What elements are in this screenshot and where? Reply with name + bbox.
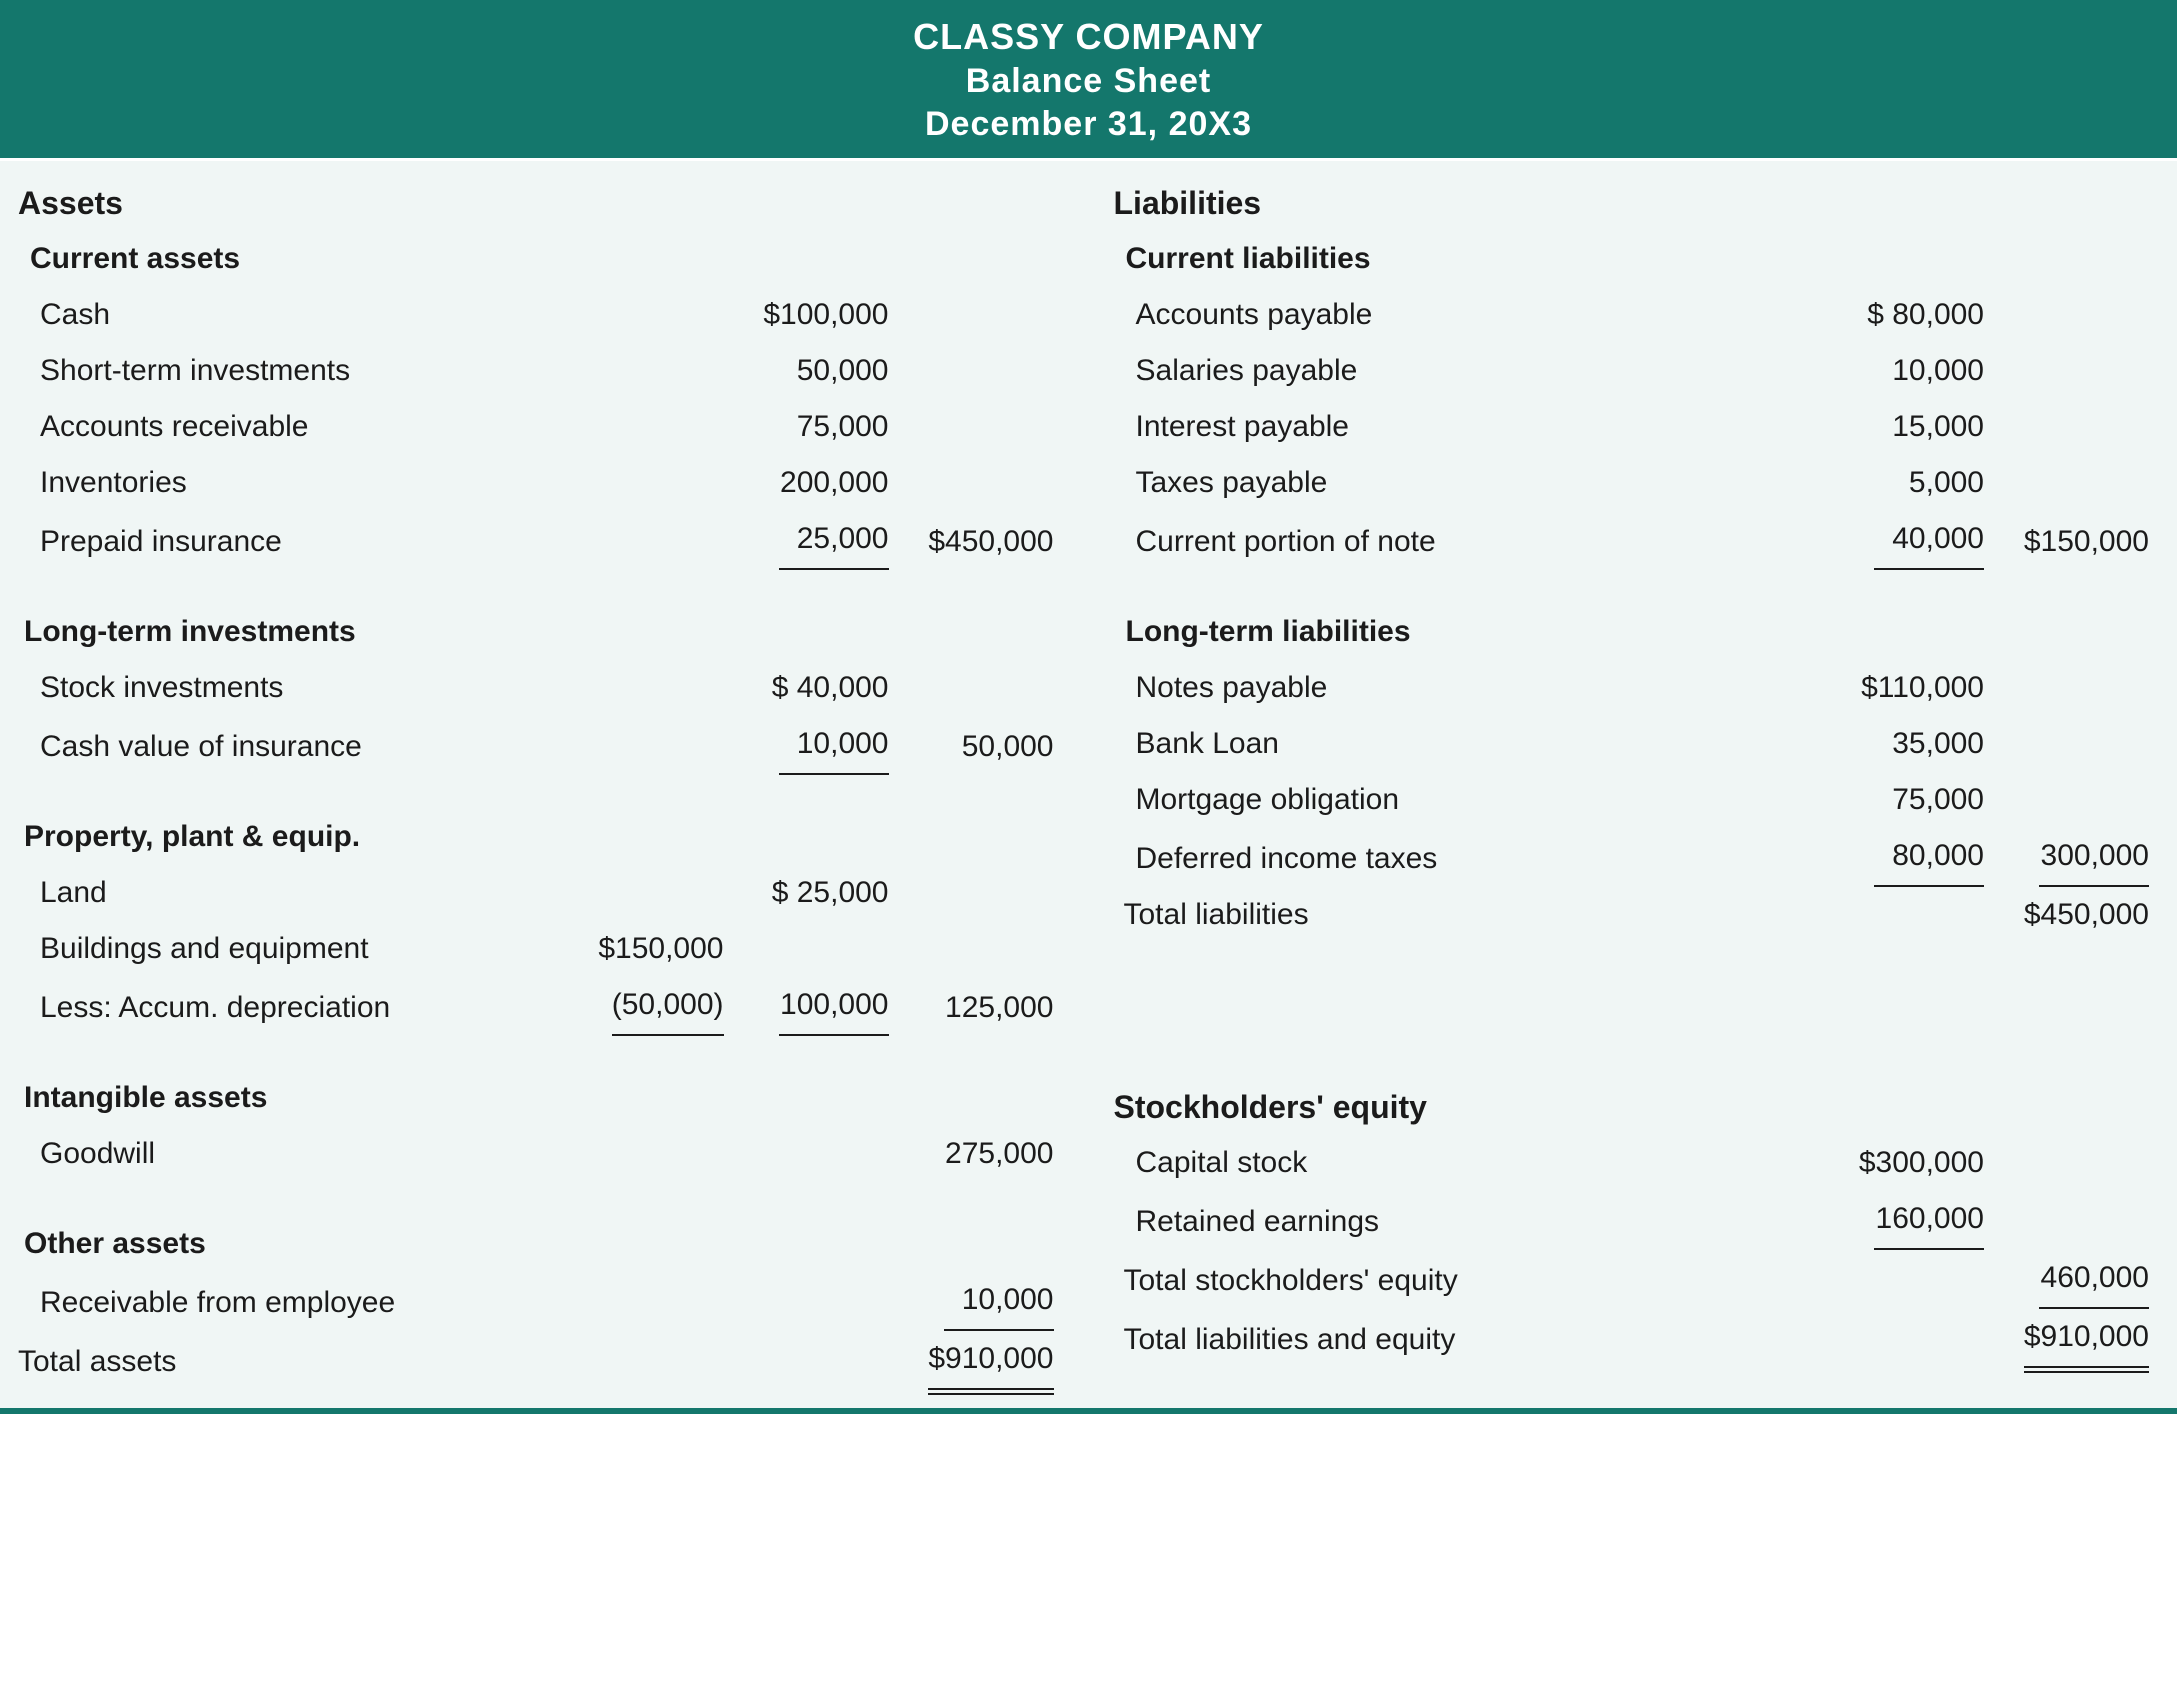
ppe-net: 100,000 <box>779 977 889 1036</box>
ar-label: Accounts receivable <box>18 399 559 455</box>
notes-pay-amount: $110,000 <box>1819 660 1984 716</box>
lti-heading: Long-term investments <box>18 604 559 660</box>
goodwill-label: Goodwill <box>18 1126 559 1182</box>
assets-heading: Assets <box>18 175 559 231</box>
tax-amount: 5,000 <box>1819 455 1984 511</box>
company-name: CLASSY COMPANY <box>0 16 2177 58</box>
dit-amount: 80,000 <box>1874 828 1984 887</box>
cvi-label: Cash value of insurance <box>18 719 559 775</box>
total-liab-label: Total liabilities <box>1114 887 1820 943</box>
prepaid-label: Prepaid insurance <box>18 514 559 570</box>
sal-amount: 10,000 <box>1819 343 1984 399</box>
land-amount: $ 25,000 <box>724 865 889 921</box>
total-liab-equity-amount: $910,000 <box>2024 1309 2149 1368</box>
recv-emp-label: Receivable from employee <box>18 1275 559 1331</box>
total-liab-equity-label: Total liabilities and equity <box>1114 1312 1820 1368</box>
dit-label: Deferred income taxes <box>1114 831 1820 887</box>
ap-label: Accounts payable <box>1114 287 1820 343</box>
total-assets-amount: $910,000 <box>928 1331 1053 1390</box>
prepaid-amount: 25,000 <box>779 511 889 570</box>
accum-amount: (50,000) <box>612 977 724 1036</box>
notes-pay-label: Notes payable <box>1114 660 1820 716</box>
goodwill-amount: 275,000 <box>889 1126 1054 1182</box>
bldg-amount: $150,000 <box>559 921 724 977</box>
lt-liab-heading: Long-term liabilities <box>1114 604 1820 660</box>
current-assets-subtotal: $450,000 <box>889 514 1054 570</box>
inv-label: Inventories <box>18 455 559 511</box>
report-date: December 31, 20X3 <box>0 105 2177 144</box>
equity-heading: Stockholders' equity <box>1114 1079 1820 1135</box>
re-label: Retained earnings <box>1114 1194 1820 1250</box>
current-liab-subtotal: $150,000 <box>1984 514 2149 570</box>
assets-column: Assets Current assets Cash $100,000 Shor… <box>18 175 1084 1390</box>
ar-amount: 75,000 <box>724 399 889 455</box>
ppe-subtotal: 125,000 <box>889 980 1054 1036</box>
int-label: Interest payable <box>1114 399 1820 455</box>
accum-label: Less: Accum. depreciation <box>18 980 559 1036</box>
balance-sheet: CLASSY COMPANY Balance Sheet December 31… <box>0 0 2177 1414</box>
stock-inv-label: Stock investments <box>18 660 559 716</box>
ap-amount: $ 80,000 <box>1819 287 1984 343</box>
sti-label: Short-term investments <box>18 343 559 399</box>
body: Assets Current assets Cash $100,000 Shor… <box>0 161 2177 1408</box>
header: CLASSY COMPANY Balance Sheet December 31… <box>0 0 2177 161</box>
re-amount: 160,000 <box>1874 1191 1984 1250</box>
liabilities-heading: Liabilities <box>1114 175 1820 231</box>
intangible-heading: Intangible assets <box>18 1070 559 1126</box>
mortgage-label: Mortgage obligation <box>1114 772 1820 828</box>
current-assets-heading: Current assets <box>18 231 559 287</box>
bank-loan-label: Bank Loan <box>1114 716 1820 772</box>
tax-label: Taxes payable <box>1114 455 1820 511</box>
report-title: Balance Sheet <box>0 62 2177 101</box>
total-assets-label: Total assets <box>18 1334 559 1390</box>
total-liab-amount: $450,000 <box>1984 887 2149 943</box>
capital-stock-label: Capital stock <box>1114 1135 1820 1191</box>
cvi-amount: 10,000 <box>779 716 889 775</box>
total-equity-amount: 460,000 <box>2039 1250 2149 1309</box>
bank-loan-amount: 35,000 <box>1819 716 1984 772</box>
capital-stock-amount: $300,000 <box>1819 1135 1984 1191</box>
liabilities-equity-column: Liabilities Current liabilities Accounts… <box>1084 175 2150 1390</box>
sal-label: Salaries payable <box>1114 343 1820 399</box>
lt-liab-subtotal: 300,000 <box>2039 828 2149 887</box>
total-equity-label: Total stockholders' equity <box>1114 1253 1820 1309</box>
recv-emp-amount: 10,000 <box>944 1272 1054 1331</box>
inv-amount: 200,000 <box>724 455 889 511</box>
cash-amount: $100,000 <box>724 287 889 343</box>
other-assets-heading: Other assets <box>18 1216 559 1272</box>
sti-amount: 50,000 <box>724 343 889 399</box>
land-label: Land <box>18 865 559 921</box>
mortgage-amount: 75,000 <box>1819 772 1984 828</box>
cpn-amount: 40,000 <box>1874 511 1984 570</box>
cpn-label: Current portion of note <box>1114 514 1820 570</box>
cash-label: Cash <box>18 287 559 343</box>
current-liab-heading: Current liabilities <box>1114 231 1820 287</box>
ppe-heading: Property, plant & equip. <box>18 809 559 865</box>
int-amount: 15,000 <box>1819 399 1984 455</box>
lti-subtotal: 50,000 <box>889 719 1054 775</box>
stock-inv-amount: $ 40,000 <box>724 660 889 716</box>
bldg-label: Buildings and equipment <box>18 921 559 977</box>
